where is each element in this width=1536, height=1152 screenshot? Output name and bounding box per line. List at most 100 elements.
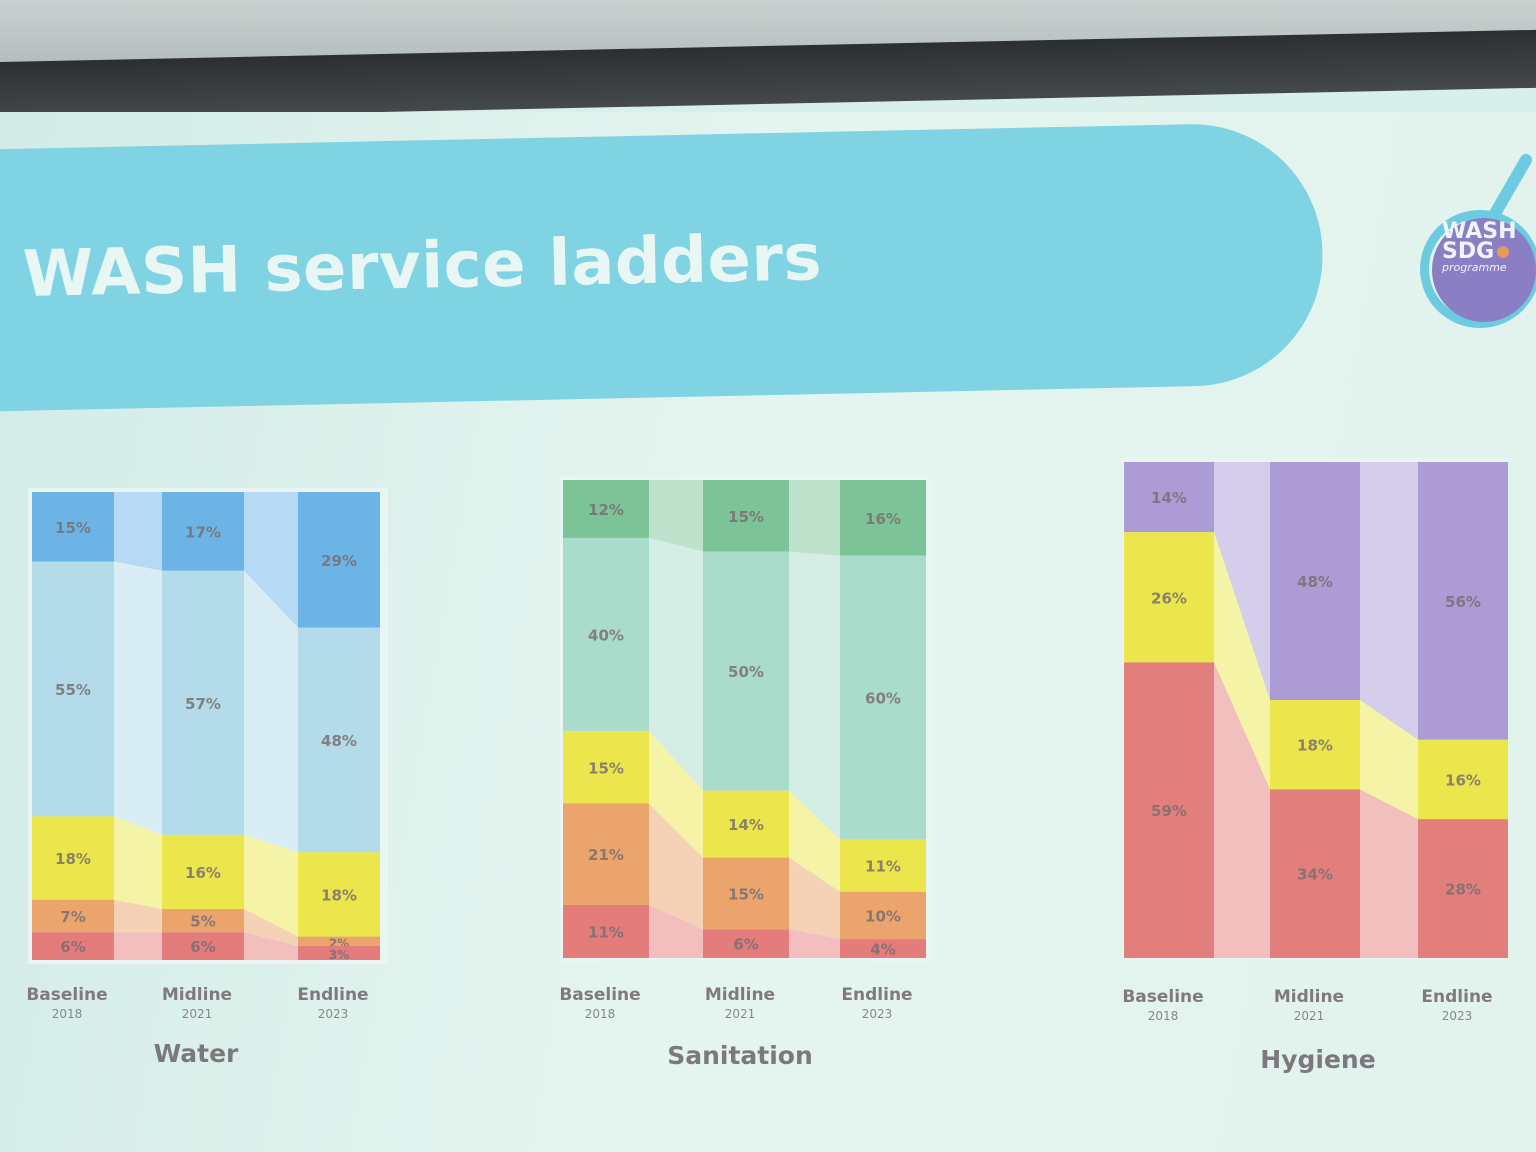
data-label: 6% [733,936,758,954]
bar-segment [298,492,380,628]
bar-segment [703,790,789,858]
category-year: 2023 [318,1007,349,1021]
data-label: 40% [588,627,624,645]
category-year: 2021 [725,1007,756,1021]
bar-segment [162,492,244,571]
data-label: 11% [865,858,901,876]
bar-segment [162,932,244,960]
logo-line-3: programme [1442,261,1507,274]
bar-segment [703,551,789,791]
logo-line-2: SDG [1442,239,1495,264]
data-label: 15% [728,885,764,903]
category-label: Midline [162,985,232,1005]
flow-band [244,834,298,937]
data-label: 29% [321,552,357,570]
flow-band [114,561,162,835]
category-year: 2018 [1148,1009,1179,1023]
data-label: 17% [185,523,221,541]
data-label: 6% [190,938,215,956]
logo-dot-icon [1497,246,1510,258]
bar-segment [32,932,114,960]
logo-disc-shape [1432,218,1536,322]
data-label: 16% [185,864,221,882]
bar-segment [1418,819,1508,958]
data-label: 14% [728,816,764,834]
bar-segment [1124,662,1214,958]
bar-segment [1270,789,1360,958]
bar-segment [563,904,649,958]
bar-segment [32,899,114,933]
logo-text: WASH SDG programme [1442,219,1517,274]
flow-band [1360,789,1418,958]
flow-band [1214,662,1270,958]
category-label: Baseline [1122,987,1203,1007]
data-label: 48% [1297,573,1333,591]
bar-segment [1270,462,1360,701]
data-label: 15% [588,759,624,777]
bar-segment [32,492,114,562]
category-label: Endline [841,985,912,1005]
bar-segment [32,561,114,817]
flow-band [789,929,840,958]
data-label: 56% [1445,593,1481,611]
bar-segment [298,936,380,946]
bar-segment [840,839,926,892]
flow-band [1214,462,1270,701]
data-label: 34% [1297,866,1333,884]
flow-band [649,537,703,791]
bar-segment [298,627,380,853]
bar-segment [703,929,789,958]
category-year: 2021 [182,1007,213,1021]
bar-segment [32,816,114,900]
flow-band [1360,700,1418,820]
category-year: 2018 [52,1007,83,1021]
flow-band [114,492,162,571]
bar-segment [563,480,649,538]
category-year: 2023 [1442,1009,1473,1023]
bar-segment [298,945,380,960]
bar-segment [1418,462,1508,740]
data-label: 7% [60,908,85,926]
wash-sdg-logo: WASH SDG programme [1410,140,1536,330]
bar-segment [840,555,926,840]
data-label: 11% [588,923,624,941]
data-label: 57% [185,695,221,713]
data-label: 18% [1297,737,1333,755]
data-label: 18% [55,850,91,868]
bar-segment [298,852,380,937]
data-label: 18% [321,886,357,904]
bar-segment [840,891,926,940]
logo-line-2-wrap: SDG [1442,239,1517,264]
data-label: 5% [190,913,215,931]
flow-band [244,492,298,628]
logo-line-1: WASH [1442,219,1517,244]
bar-segment [703,857,789,930]
category-label: Midline [705,985,775,1005]
flow-band [244,932,298,960]
flow-band [1360,462,1418,740]
data-label: 3% [329,948,349,962]
flow-band [244,570,298,853]
data-label: 10% [865,907,901,925]
flow-band [789,551,840,840]
category-year: 2021 [1294,1009,1325,1023]
bar-segment [1124,532,1214,663]
flow-band [649,731,703,858]
category-label: Baseline [559,985,640,1005]
data-label: 26% [1151,589,1187,607]
data-label: 50% [728,663,764,681]
data-label: 21% [588,846,624,864]
bar-segment [840,480,926,556]
bar-segment [1270,700,1360,790]
chart-title: Hygiene [1260,1045,1375,1074]
flow-band [649,904,703,958]
flow-band [114,932,162,960]
chart-title: Water [154,1039,239,1068]
bar-segment [563,537,649,732]
data-label: 16% [1445,771,1481,789]
data-label: 4% [870,941,895,959]
category-label: Midline [1274,987,1344,1007]
category-label: Endline [1421,987,1492,1007]
bar-segment [162,909,244,933]
